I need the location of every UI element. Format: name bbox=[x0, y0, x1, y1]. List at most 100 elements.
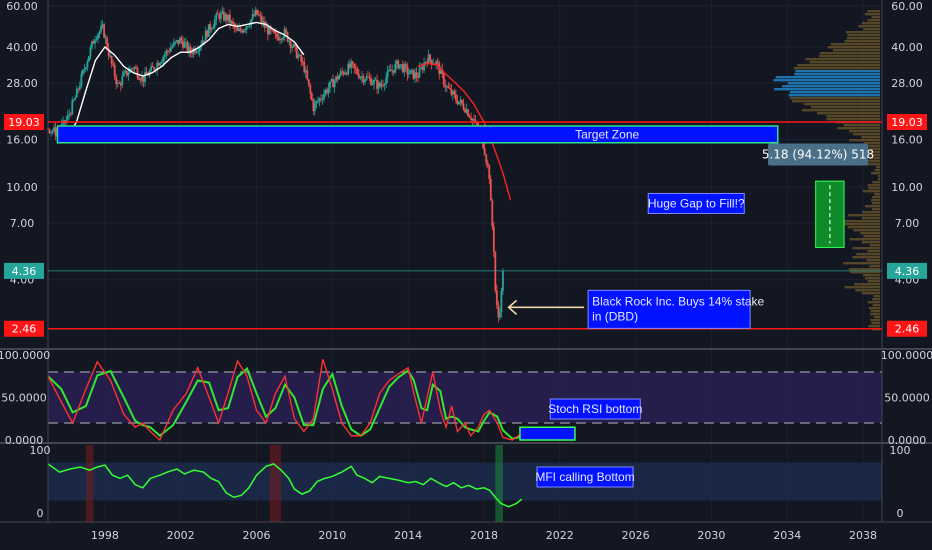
volume-bar bbox=[773, 79, 880, 82]
candle-body bbox=[359, 77, 362, 79]
candle-body bbox=[348, 63, 351, 68]
volume-bar bbox=[805, 58, 880, 61]
candle-body bbox=[295, 46, 298, 59]
candle-body bbox=[127, 72, 130, 76]
candle-body bbox=[379, 82, 381, 87]
candle-body bbox=[330, 79, 333, 82]
volume-bar bbox=[797, 64, 880, 67]
candle-body bbox=[195, 51, 198, 53]
candle-body bbox=[467, 109, 469, 117]
candle-body bbox=[303, 61, 306, 73]
candle-body bbox=[353, 63, 356, 68]
price-tick-right: 10.00 bbox=[891, 181, 923, 194]
candle-body bbox=[174, 41, 177, 43]
volume-bar bbox=[801, 109, 880, 112]
gap-annotation-text: Huge Gap to Fill!? bbox=[648, 196, 745, 210]
candle-body bbox=[455, 94, 457, 101]
volume-bar bbox=[867, 184, 880, 187]
candle-body bbox=[122, 72, 125, 77]
mfi-tick-right: 100 bbox=[890, 444, 911, 457]
mfi-annotation-box[interactable] bbox=[536, 466, 634, 488]
candle-body bbox=[242, 30, 245, 33]
candle-body bbox=[53, 127, 55, 132]
volume-bar bbox=[844, 286, 880, 289]
candle-body bbox=[380, 84, 383, 87]
volume-bar bbox=[852, 247, 880, 250]
candle-body bbox=[368, 77, 371, 78]
stoch-annotation-box[interactable] bbox=[549, 398, 641, 420]
candle-body bbox=[320, 98, 322, 100]
candle-body bbox=[241, 30, 243, 33]
volume-bar bbox=[867, 301, 880, 304]
time-tick: 2014 bbox=[394, 529, 422, 542]
price-tick-left: 60.00 bbox=[6, 0, 38, 13]
candle-body bbox=[51, 131, 54, 132]
volume-bar bbox=[793, 67, 880, 70]
candle-body bbox=[414, 72, 416, 79]
candle-body bbox=[259, 15, 262, 17]
mfi-tick-left: 100 bbox=[30, 444, 51, 457]
time-tick: 2002 bbox=[167, 529, 195, 542]
volume-bar bbox=[853, 283, 880, 286]
candle-body bbox=[247, 26, 250, 28]
candle-body bbox=[451, 91, 454, 95]
volume-bar bbox=[826, 115, 880, 118]
candle-body bbox=[448, 87, 451, 89]
candle-body bbox=[280, 38, 283, 40]
candle-body bbox=[426, 61, 428, 63]
volume-bar bbox=[803, 103, 880, 106]
candle-body bbox=[277, 36, 280, 41]
price-panel bbox=[47, 6, 512, 323]
candle-body bbox=[276, 33, 278, 37]
volume-bar bbox=[867, 250, 880, 253]
volume-bar bbox=[826, 118, 880, 121]
candle-body bbox=[80, 74, 83, 87]
candle-body bbox=[144, 72, 146, 83]
candle-body bbox=[371, 83, 374, 85]
candle-body bbox=[103, 24, 106, 38]
candle-body bbox=[110, 55, 113, 64]
candle-body bbox=[445, 86, 448, 88]
candle-body bbox=[224, 14, 227, 21]
arrow-head bbox=[507, 299, 518, 315]
blackrock-annotation-line-2: in (DBD) bbox=[592, 309, 638, 323]
candle-body bbox=[324, 90, 327, 95]
candle-body bbox=[313, 103, 316, 112]
candle-body bbox=[159, 63, 162, 66]
price-tick-right: 60.00 bbox=[891, 0, 923, 13]
volume-bar bbox=[847, 34, 880, 37]
candle-body bbox=[245, 26, 248, 30]
volume-bar bbox=[864, 154, 880, 157]
blackrock-annotation-box[interactable] bbox=[587, 289, 751, 329]
time-tick: 2006 bbox=[243, 529, 271, 542]
candle-body bbox=[262, 21, 265, 24]
volume-bar bbox=[869, 307, 880, 310]
mfi-annotation-text: MFI calling Bottom bbox=[535, 470, 634, 484]
candle-body bbox=[166, 50, 169, 52]
candle-body bbox=[285, 29, 287, 33]
volume-bar bbox=[863, 274, 880, 277]
candle-body bbox=[85, 67, 87, 70]
price-tick-left: 10.00 bbox=[6, 181, 38, 194]
candle-body bbox=[403, 64, 406, 73]
volume-bar bbox=[864, 277, 880, 280]
candle-body bbox=[141, 76, 143, 81]
candle-body bbox=[118, 82, 121, 84]
candle-body bbox=[92, 41, 95, 44]
volume-bar bbox=[856, 253, 880, 256]
volume-bar bbox=[877, 175, 880, 178]
mfi-panel bbox=[47, 445, 882, 522]
gap-annotation-box[interactable] bbox=[647, 192, 745, 214]
stoch-k-line bbox=[47, 359, 523, 442]
candle-body bbox=[226, 14, 228, 21]
candle-body bbox=[156, 62, 159, 70]
candle-body bbox=[289, 41, 292, 48]
candle-body bbox=[212, 26, 215, 29]
candle-body bbox=[273, 30, 275, 33]
candle-body bbox=[189, 46, 192, 53]
volume-bar bbox=[833, 49, 880, 52]
volume-bar bbox=[858, 25, 880, 28]
volume-bar bbox=[791, 100, 880, 103]
stoch-tick-right: 100.0000 bbox=[881, 349, 932, 362]
